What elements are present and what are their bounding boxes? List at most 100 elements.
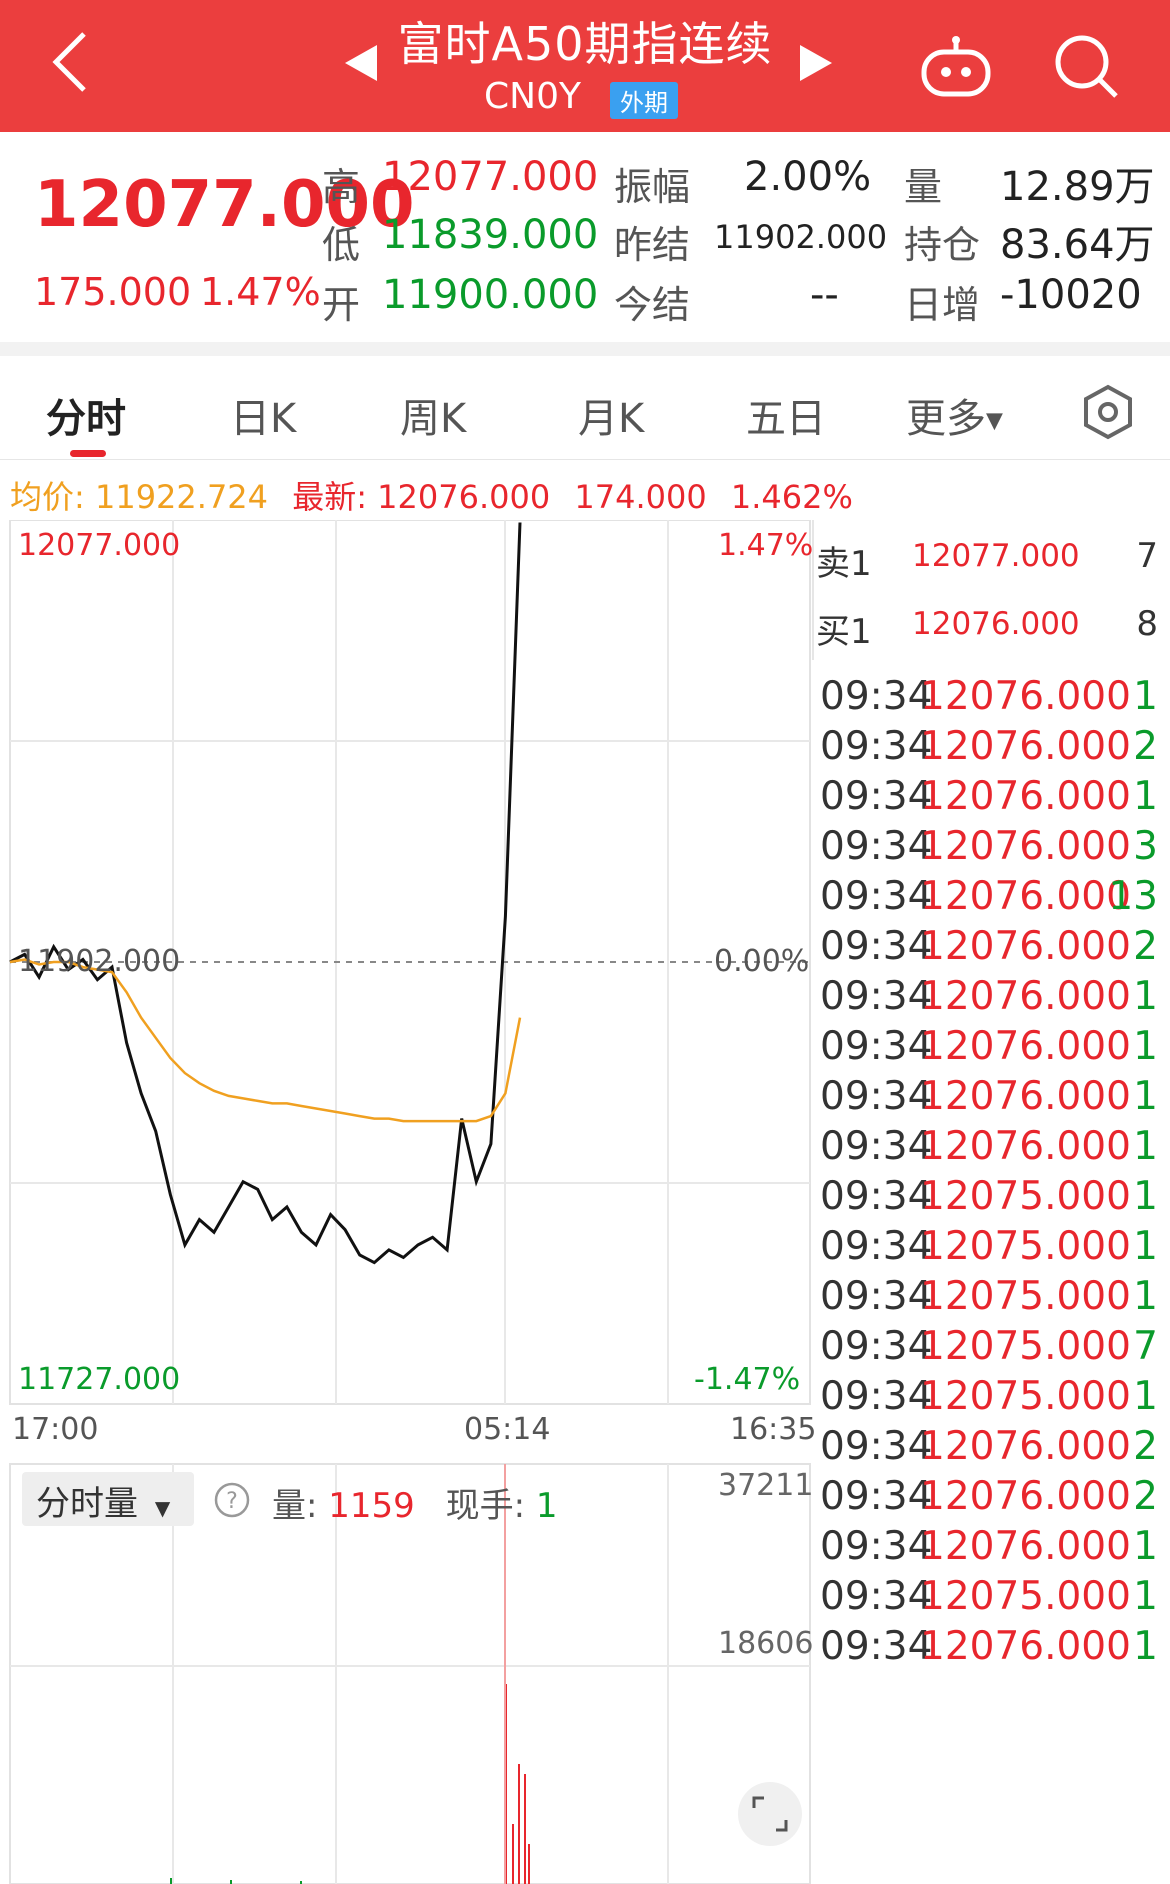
tick-price: 12075.000 (920, 1174, 1131, 1219)
x-axis-start-time: 17:00 (12, 1412, 99, 1447)
tab-monthly-k[interactable]: 月K (578, 396, 645, 442)
tab-weekly-k[interactable]: 周K (400, 396, 467, 442)
tick-time: 09:34 (820, 674, 933, 719)
tab-intraday[interactable]: 分时 (46, 396, 126, 442)
tick-price: 12076.000 (920, 1424, 1131, 1469)
tick-row: 09:34 12076.000 1 (812, 974, 1170, 1034)
tick-price: 12076.000 (920, 1624, 1131, 1669)
open-interest-value: 83.64万 (1000, 222, 1155, 268)
tick-list[interactable]: 09:34 12076.000 1 09:34 12076.000 2 09:34 12076… (812, 652, 1170, 1884)
tick-row: 09:34 12075.000 1 (812, 1574, 1170, 1634)
tick-time: 09:34 (820, 974, 933, 1019)
high-label: 高 (322, 165, 361, 209)
latest-change-percent: 1.462% (730, 478, 853, 516)
tick-row: 09:34 12075.000 1 (812, 1174, 1170, 1234)
tick-price: 12076.000 (920, 674, 1131, 719)
fullscreen-button[interactable] (738, 1782, 802, 1846)
tick-row: 09:34 12076.000 1 (812, 1624, 1170, 1684)
tick-row: 09:34 12076.000 2 (812, 924, 1170, 984)
volume-bar (230, 1880, 232, 1884)
tick-volume: 3 (1133, 824, 1158, 869)
bid-volume: 8 (1136, 604, 1158, 644)
amplitude-value: 2.00% (744, 154, 872, 200)
prev-settle-value: 11902.000 (714, 218, 888, 256)
robot-assistant-icon[interactable] (920, 34, 992, 98)
ask-row: 卖1 12077.000 7 (812, 536, 1170, 596)
expand-icon (752, 1796, 788, 1832)
tick-price: 12076.000 (920, 824, 1131, 869)
tick-price: 12075.000 (920, 1274, 1131, 1319)
tick-price: 12076.000 (920, 874, 1131, 919)
avg-price-value: 11922.724 (94, 478, 269, 516)
tick-time: 09:34 (820, 1174, 933, 1219)
ask-volume: 7 (1136, 536, 1158, 576)
avg-price-label: 均价: (10, 478, 85, 516)
average-price-line (9, 958, 522, 1123)
help-icon[interactable]: ? (214, 1482, 250, 1518)
volume-bar (170, 1878, 172, 1884)
volume-value: 1159 (328, 1486, 415, 1526)
volume-value: 12.89万 (1000, 164, 1155, 210)
intraday-chart[interactable]: 12077.000 11902.000 11727.000 1.47% 0.00… (0, 520, 820, 1884)
page-title: 富时A50期指连续 (397, 17, 773, 71)
tick-volume: 1 (1133, 1274, 1158, 1319)
tab-five-day[interactable]: 五日 (746, 396, 826, 442)
y-axis-ref-price: 11902.000 (18, 944, 181, 979)
tick-row: 09:34 12075.000 7 (812, 1324, 1170, 1384)
settle-value: -- (810, 272, 839, 318)
tab-daily-k[interactable]: 日K (230, 396, 297, 442)
volume-bar (524, 1774, 526, 1884)
last-price: 12077.000 (34, 168, 415, 242)
order-book: 卖1 12077.000 7 买1 12076.000 8 (812, 520, 1170, 660)
tick-row: 09:34 12075.000 1 (812, 1274, 1170, 1334)
tick-time: 09:34 (820, 824, 933, 869)
tick-time: 09:34 (820, 1324, 933, 1369)
dropdown-arrow-icon: ▼ (986, 408, 1003, 434)
volume-label: 量 (904, 165, 943, 209)
low-value: 11839.000 (382, 212, 599, 258)
tick-volume: 1 (1133, 1624, 1158, 1669)
hand-label: 现手: (445, 1486, 526, 1526)
volume-bar (300, 1881, 302, 1884)
tick-volume: 1 (1133, 1224, 1158, 1269)
open-interest-label: 持仓 (904, 223, 981, 267)
tick-price: 12075.000 (920, 1324, 1131, 1369)
book-divider (812, 520, 814, 660)
prev-contract-icon[interactable] (345, 45, 377, 81)
search-icon[interactable] (1052, 32, 1122, 102)
tick-row: 09:34 12076.000 2 (812, 1424, 1170, 1484)
tick-volume: 13 (1108, 874, 1158, 919)
tick-row: 09:34 12076.000 3 (812, 824, 1170, 884)
active-tab-indicator (70, 450, 106, 457)
y-axis-min-percent: -1.47% (694, 1362, 801, 1397)
volume-bar (528, 1844, 530, 1884)
tick-price: 12076.000 (920, 774, 1131, 819)
y-axis-min-price: 11727.000 (18, 1362, 181, 1397)
tick-volume: 1 (1133, 1574, 1158, 1619)
tick-time: 09:34 (820, 1624, 933, 1669)
tab-more[interactable]: 更多▼ (906, 386, 1003, 444)
settings-hexagon-icon[interactable] (1080, 384, 1136, 440)
intraday-info-line: 均价: 11922.724 最新: 12076.000 174.000 1.46… (10, 472, 853, 518)
tick-time: 09:34 (820, 724, 933, 769)
tick-row: 09:34 12076.000 13 (812, 874, 1170, 934)
volume-indicator-select[interactable]: 分时量 ▼ (22, 1472, 194, 1526)
tick-time: 09:34 (820, 1474, 933, 1519)
tick-price: 12076.000 (920, 1074, 1131, 1119)
section-divider (0, 342, 1170, 356)
tick-time: 09:34 (820, 1224, 933, 1269)
x-axis-end-time: 16:35 (730, 1412, 817, 1447)
bid-row: 买1 12076.000 8 (812, 604, 1170, 664)
tick-volume: 1 (1133, 1124, 1158, 1169)
next-contract-icon[interactable] (800, 45, 832, 81)
tick-time: 09:34 (820, 1074, 933, 1119)
volume-bar (518, 1764, 520, 1884)
tick-price: 12076.000 (920, 1474, 1131, 1519)
x-axis-mid-time: 05:14 (464, 1412, 551, 1447)
tick-time: 09:34 (820, 1574, 933, 1619)
back-arrow-icon[interactable] (48, 30, 92, 94)
tick-price: 12076.000 (920, 724, 1131, 769)
settle-label: 今结 (614, 283, 691, 327)
tick-volume: 7 (1133, 1324, 1158, 1369)
oi-change-value: -10020 (1000, 272, 1142, 318)
